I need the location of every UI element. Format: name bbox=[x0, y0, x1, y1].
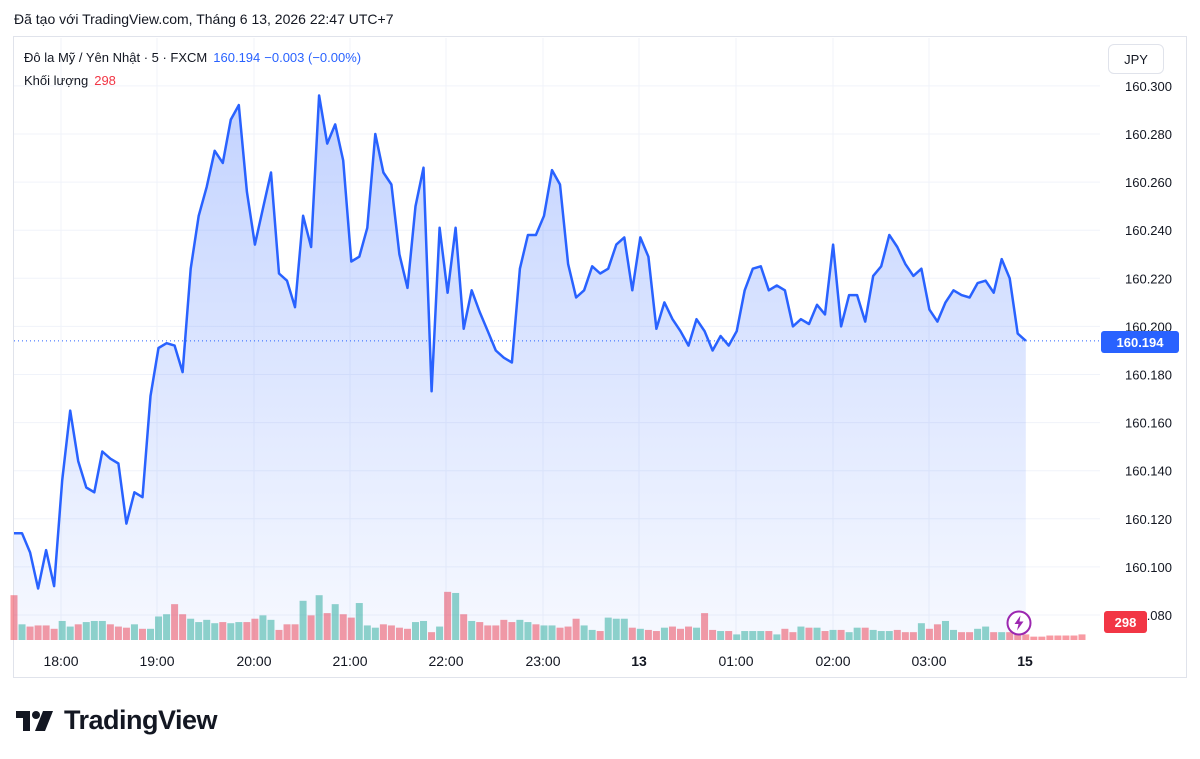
price-axis[interactable]: 160.300 160.280 160.260 160.240 160.220 160.2… bbox=[1125, 79, 1172, 623]
x-tick-label: 20:00 bbox=[236, 653, 271, 669]
y-tick-label: 160.220 bbox=[1125, 271, 1172, 286]
x-tick-label: 18:00 bbox=[43, 653, 78, 669]
x-tick-label: 21:00 bbox=[332, 653, 367, 669]
price-area bbox=[14, 94, 1100, 640]
y-tick-label: 160.240 bbox=[1125, 223, 1172, 238]
volume-label[interactable]: Khối lượng bbox=[24, 73, 89, 88]
y-tick-label: 160.120 bbox=[1125, 512, 1172, 527]
x-tick-label: 23:00 bbox=[525, 653, 560, 669]
last-volume-badge: 298 bbox=[1104, 611, 1147, 633]
y-tick-label: 160.140 bbox=[1125, 464, 1172, 479]
legend-price: 160.194 bbox=[213, 50, 261, 65]
y-tick-label: 160.160 bbox=[1125, 416, 1172, 431]
lightning-icon[interactable] bbox=[1006, 610, 1032, 636]
last-price-badge: 160.194 bbox=[1101, 331, 1179, 353]
chart-frame[interactable] bbox=[13, 36, 1187, 678]
tradingview-logo[interactable]: TradingView bbox=[16, 705, 218, 736]
time-axis[interactable]: 18:00 19:00 20:00 21:00 22:00 23:00 13 01:00 02:… bbox=[43, 653, 1033, 669]
volume-bar bbox=[1046, 635, 1054, 640]
brand-name: TradingView bbox=[64, 705, 218, 735]
y-tick-label: 160.100 bbox=[1125, 560, 1172, 575]
x-tick-label: 22:00 bbox=[428, 653, 463, 669]
x-tick-label: 01:00 bbox=[718, 653, 753, 669]
legend-symbol-row: Đô la Mỹ / Yên Nhật · 5 · FXCM 160.194 −0.… bbox=[24, 50, 361, 65]
y-tick-label: 160.280 bbox=[1125, 127, 1172, 142]
volume-bar bbox=[1038, 636, 1046, 640]
volume-bar bbox=[1054, 635, 1062, 640]
y-tick-label: 160.260 bbox=[1125, 175, 1172, 190]
volume-value: 298 bbox=[94, 73, 116, 88]
x-tick-label: 02:00 bbox=[815, 653, 850, 669]
x-tick-label: 13 bbox=[631, 653, 647, 669]
y-tick-label: 160.180 bbox=[1125, 368, 1172, 383]
tradingview-logo-icon bbox=[16, 710, 53, 731]
y-tick-label: 160.200 bbox=[1125, 319, 1172, 334]
y-tick-label: 160.300 bbox=[1125, 79, 1172, 94]
volume-bar bbox=[1070, 635, 1078, 640]
x-tick-label: 19:00 bbox=[139, 653, 174, 669]
volume-bar bbox=[1062, 635, 1070, 640]
legend-symbol[interactable]: Đô la Mỹ / Yên Nhật · 5 · FXCM bbox=[24, 50, 208, 65]
x-tick-label: 03:00 bbox=[911, 653, 946, 669]
x-tick-label: 15 bbox=[1017, 653, 1033, 669]
volume-bar bbox=[1078, 634, 1086, 640]
price-area-fill bbox=[14, 95, 1026, 640]
price-line bbox=[14, 94, 1027, 590]
currency-button[interactable]: JPY bbox=[1108, 44, 1164, 74]
legend-change: −0.003 (−0.00%) bbox=[264, 50, 362, 65]
legend-volume-row: Khối lượng 298 bbox=[24, 73, 116, 88]
volume-bar bbox=[1030, 636, 1038, 640]
chart-caption: Đã tạo với TradingView.com, Tháng 6 13, … bbox=[14, 11, 394, 27]
